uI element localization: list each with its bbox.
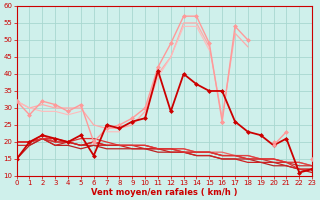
X-axis label: Vent moyen/en rafales ( km/h ): Vent moyen/en rafales ( km/h ): [91, 188, 238, 197]
